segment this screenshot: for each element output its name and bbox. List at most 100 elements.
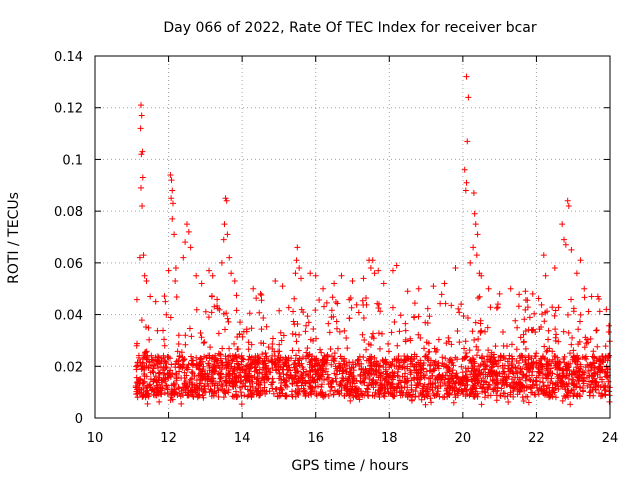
data-point [491,377,498,384]
data-point [586,372,593,379]
data-point [213,389,220,396]
data-point [253,295,260,302]
data-point [428,399,435,406]
data-point [317,365,324,372]
data-point [575,326,582,333]
data-point [189,362,196,369]
data-point [462,338,469,345]
data-point [298,275,304,282]
data-point [464,138,471,145]
data-point [355,309,362,316]
data-point [445,334,452,341]
data-point [265,344,272,351]
data-point [516,369,523,376]
data-point [314,383,321,390]
data-point [579,387,586,394]
data-point [143,392,150,399]
data-point [138,112,145,119]
data-point [220,310,227,317]
data-point [524,304,531,311]
data-point [279,356,286,363]
data-point [339,370,346,377]
data-point [232,353,239,360]
data-point [262,374,269,381]
data-point [208,387,215,394]
data-point [299,379,306,386]
data-point [331,355,338,362]
data-point [394,372,401,379]
data-point [363,294,370,301]
data-point [597,393,604,400]
data-point [162,298,169,305]
data-point [555,338,562,345]
data-point [154,327,161,334]
data-point [543,365,550,372]
data-point [300,309,307,316]
data-point [476,367,483,374]
data-point [576,318,583,325]
data-point [267,369,274,376]
data-point [194,387,201,394]
data-point [566,350,573,357]
data-point [282,393,289,400]
data-point [355,356,362,363]
data-point [214,302,221,309]
data-point [420,359,427,366]
data-point [296,388,303,395]
data-point [172,265,179,272]
data-point [375,267,382,274]
data-point [201,382,208,389]
data-point [434,346,441,353]
data-point [391,318,398,325]
data-point [137,102,144,109]
data-point [225,370,232,377]
data-point [160,327,167,334]
data-point [482,361,489,368]
data-point [257,290,264,297]
data-point [189,389,196,396]
data-point [228,270,235,277]
data-point [318,381,325,388]
data-point [268,381,275,388]
data-point [182,239,189,246]
data-point [520,371,527,378]
data-point [442,300,449,307]
data-point [446,372,453,379]
data-point [139,174,146,181]
data-point [503,374,510,381]
data-point [313,392,320,399]
data-point [581,285,588,292]
data-point [302,328,309,335]
data-point [254,375,261,382]
data-point [352,389,359,396]
data-point [591,379,598,386]
data-point [225,359,232,366]
data-point [412,393,419,400]
data-point [263,353,270,360]
data-point [314,367,321,374]
data-point [477,328,484,335]
data-point [385,348,392,355]
data-point [522,328,529,335]
data-point [290,376,297,383]
data-point [448,341,455,348]
data-point [247,383,254,390]
data-point [499,362,506,369]
data-point [225,389,232,396]
data-point [533,350,540,357]
data-point [499,329,506,336]
data-point [554,361,561,368]
data-point [233,379,240,386]
data-point [538,367,545,374]
data-point [525,366,532,373]
data-point [570,381,577,388]
data-point [211,303,218,310]
data-point [361,379,368,386]
data-point [391,363,398,370]
data-point [405,377,412,384]
data-point [565,329,572,336]
data-point [538,301,545,308]
data-point [215,330,222,337]
data-point [418,396,425,403]
data-point [458,301,465,308]
